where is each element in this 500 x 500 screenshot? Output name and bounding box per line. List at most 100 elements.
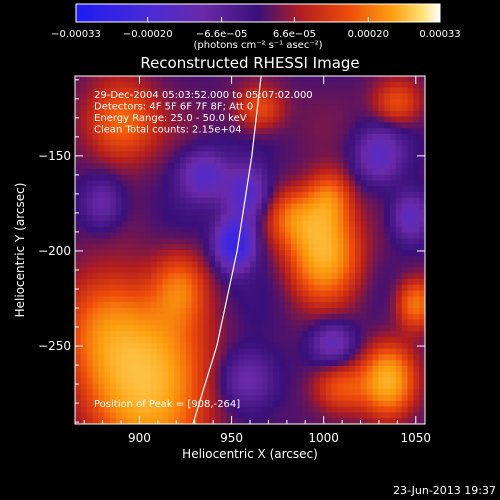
heatmap-cell xyxy=(127,296,134,303)
heatmap-cell xyxy=(308,203,315,210)
heatmap-cell xyxy=(197,366,204,373)
heatmap-cell xyxy=(220,348,228,355)
heatmap-cell xyxy=(279,93,286,100)
heatmap-cell xyxy=(162,296,169,303)
heatmap-cell xyxy=(168,180,175,187)
heatmap-cell xyxy=(150,221,158,228)
heatmap-cell xyxy=(115,192,123,199)
heatmap-cell xyxy=(215,197,222,205)
heatmap-cell xyxy=(419,406,425,413)
heatmap-cell xyxy=(156,412,164,419)
heatmap-cell xyxy=(273,203,280,210)
heatmap-cell xyxy=(273,255,280,263)
heatmap-cell xyxy=(355,221,362,228)
heatmap-cell xyxy=(121,203,129,210)
heatmap-cell xyxy=(413,139,420,147)
heatmap-cell xyxy=(86,157,94,164)
heatmap-cell xyxy=(127,105,134,112)
heatmap-cell xyxy=(349,76,356,83)
heatmap-cell xyxy=(255,105,263,112)
heatmap-cell xyxy=(267,348,274,355)
heatmap-cell xyxy=(98,145,105,152)
heatmap-cell xyxy=(232,139,239,147)
heatmap-cell xyxy=(238,308,245,315)
heatmap-cell xyxy=(215,354,222,361)
heatmap-cell xyxy=(244,197,251,205)
heatmap-cell xyxy=(162,238,169,245)
heatmap-cell xyxy=(174,226,181,234)
heatmap-cell xyxy=(279,163,286,170)
heatmap-cell xyxy=(232,412,239,419)
heatmap-cell xyxy=(215,209,222,216)
heatmap-cell xyxy=(337,308,344,315)
heatmap-cell xyxy=(255,215,263,222)
heatmap-cell xyxy=(185,319,193,326)
heatmap-cell xyxy=(366,319,374,326)
heatmap-cell xyxy=(314,325,321,332)
heatmap-cell xyxy=(191,99,199,106)
heatmap-cell xyxy=(267,244,274,251)
heatmap-cell xyxy=(360,371,368,379)
heatmap-cell xyxy=(325,192,333,199)
heatmap-cell xyxy=(220,174,228,181)
heatmap-cell xyxy=(419,215,425,222)
heatmap-cell xyxy=(390,186,397,193)
heatmap-cell xyxy=(104,93,111,100)
heatmap-cell xyxy=(110,221,117,228)
heatmap-cell xyxy=(86,261,94,268)
heatmap-cell xyxy=(215,383,222,390)
heatmap-cell xyxy=(145,342,152,350)
heatmap-cell xyxy=(98,325,105,332)
heatmap-cell xyxy=(104,226,111,234)
heatmap-cell xyxy=(302,93,309,100)
heatmap-cell xyxy=(203,244,210,251)
heatmap-cell xyxy=(110,418,117,424)
heatmap-cell xyxy=(255,406,263,413)
heatmap-cell xyxy=(104,151,111,158)
heatmap-cell xyxy=(366,406,374,413)
heatmap-cell xyxy=(366,81,374,89)
heatmap-cell xyxy=(174,93,181,100)
heatmap-cell xyxy=(92,371,99,379)
heatmap-cell xyxy=(121,151,129,158)
heatmap-cell xyxy=(238,250,245,257)
heatmap-cell xyxy=(302,87,309,94)
heatmap-cell xyxy=(185,279,193,286)
heatmap-cell xyxy=(302,290,309,297)
heatmap-cell xyxy=(238,232,245,239)
heatmap-cell xyxy=(250,389,257,396)
heatmap-cell xyxy=(197,290,204,297)
heatmap-cell xyxy=(197,377,204,384)
heatmap-cell xyxy=(121,81,129,89)
heatmap-cell xyxy=(232,151,239,158)
heatmap-cell xyxy=(110,348,117,355)
heatmap-cell xyxy=(384,319,391,326)
heatmap-cell xyxy=(156,296,164,303)
heatmap-cell xyxy=(290,296,298,303)
heatmap-cell xyxy=(174,319,181,326)
heatmap-cell xyxy=(209,383,216,390)
heatmap-cell xyxy=(180,406,187,413)
heatmap-cell xyxy=(150,342,158,350)
heatmap-cell xyxy=(203,221,210,228)
heatmap-cell xyxy=(331,174,339,181)
heatmap-cell xyxy=(360,151,368,158)
heatmap-cell xyxy=(203,406,210,413)
heatmap-cell xyxy=(419,395,425,402)
heatmap-cell xyxy=(238,93,245,100)
heatmap-cell xyxy=(337,238,344,245)
heatmap-cell xyxy=(209,186,216,193)
heatmap-cell xyxy=(314,174,321,181)
heatmap-cell xyxy=(390,366,397,373)
heatmap-cell xyxy=(180,151,187,158)
heatmap-cell xyxy=(244,99,251,106)
heatmap-cell xyxy=(244,174,251,181)
heatmap-cell xyxy=(110,337,117,344)
heatmap-cell xyxy=(378,302,385,309)
heatmap-cell xyxy=(203,128,210,135)
heatmap-cell xyxy=(296,273,304,280)
heatmap-cell xyxy=(174,371,181,379)
heatmap-cell xyxy=(355,325,362,332)
heatmap-cell xyxy=(261,250,269,257)
heatmap-cell xyxy=(267,232,274,239)
